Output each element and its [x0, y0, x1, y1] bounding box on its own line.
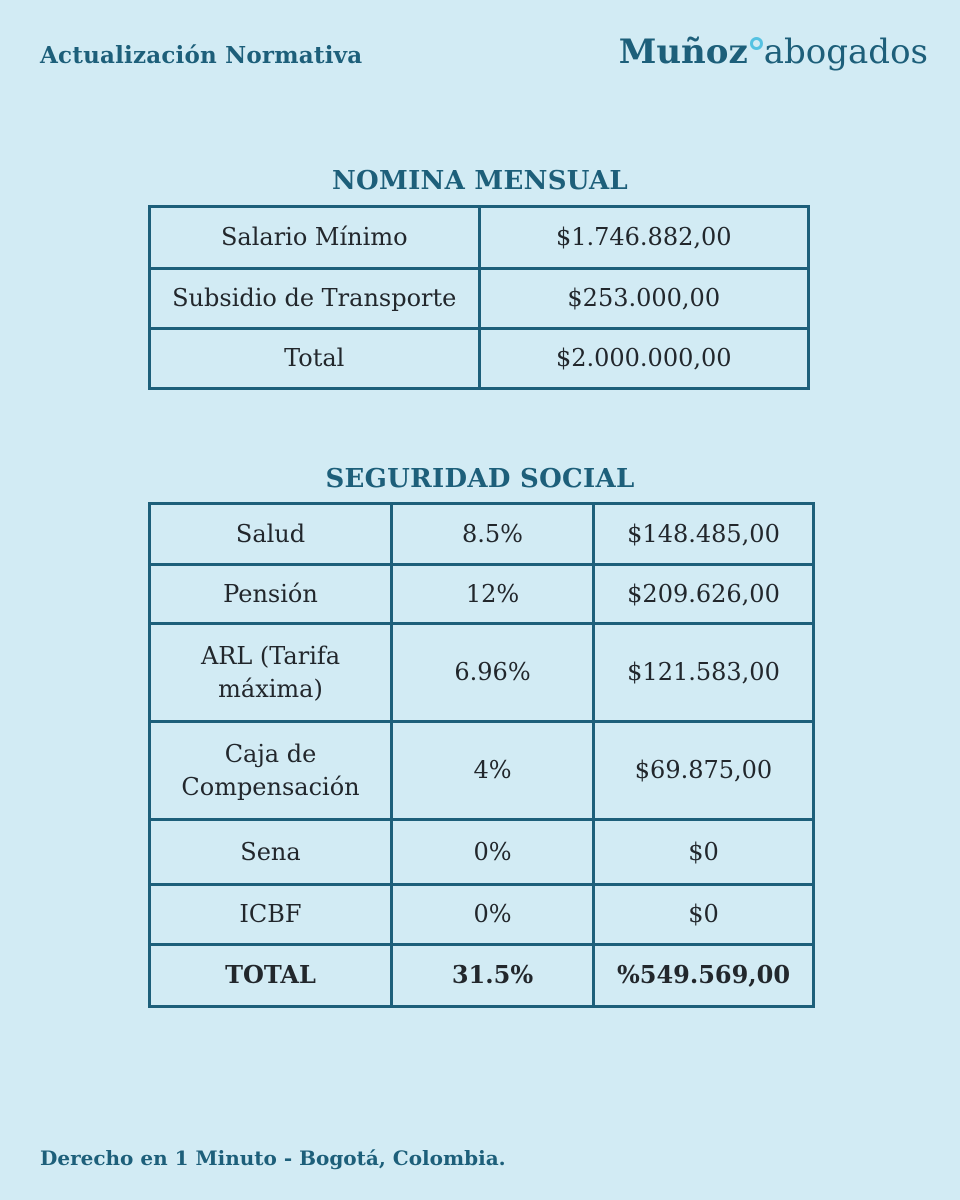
table-row: Salud 8.5% $148.485,00	[148, 502, 815, 566]
row-label-cell: Caja de Compensación	[148, 720, 393, 821]
row-value-cell: $0	[592, 883, 815, 946]
logo-name-primary: Muñoz	[618, 32, 748, 72]
row-label-cell: Subsidio de Transporte	[148, 267, 481, 330]
row-label-cell: Sena	[148, 818, 393, 886]
table-row: Sena 0% $0	[148, 818, 815, 886]
table-total-row: TOTAL 31.5% %549.569,00	[148, 943, 815, 1008]
table-row: ICBF 0% $0	[148, 883, 815, 946]
row-percent-cell: 31.5%	[390, 943, 595, 1008]
row-label-cell: Salud	[148, 502, 393, 566]
row-percent-cell: 12%	[390, 563, 595, 625]
row-percent-cell: 6.96%	[390, 622, 595, 723]
footer-text: Derecho en 1 Minuto - Bogotá, Colombia.	[40, 1146, 506, 1170]
table-row: Subsidio de Transporte $253.000,00	[148, 267, 810, 330]
page-title: Actualización Normativa	[40, 42, 363, 69]
row-percent-cell: 0%	[390, 883, 595, 946]
table-row: ARL (Tarifa máxima) 6.96% $121.583,00	[148, 622, 815, 723]
brand-logo: Muñoz abogados	[618, 32, 928, 72]
table-row: Pensión 12% $209.626,00	[148, 563, 815, 625]
row-value-cell: $0	[592, 818, 815, 886]
row-value-cell: $1.746.882,00	[477, 205, 810, 270]
row-value-cell: $209.626,00	[592, 563, 815, 625]
row-value-cell: $2.000.000,00	[477, 327, 810, 390]
row-label-cell: ICBF	[148, 883, 393, 946]
table-row: Caja de Compensación 4% $69.875,00	[148, 720, 815, 821]
row-value-cell: $148.485,00	[592, 502, 815, 566]
row-percent-cell: 4%	[390, 720, 595, 821]
nomina-table: Salario Mínimo $1.746.882,00 Subsidio de…	[148, 205, 810, 390]
row-value-cell: $69.875,00	[592, 720, 815, 821]
row-label-cell: ARL (Tarifa máxima)	[148, 622, 393, 723]
row-label-cell: TOTAL	[148, 943, 393, 1008]
table-row: Salario Mínimo $1.746.882,00	[148, 205, 810, 270]
row-value-cell: $121.583,00	[592, 622, 815, 723]
seguridad-section-title: SEGURIDAD SOCIAL	[325, 464, 635, 494]
row-label-cell: Pensión	[148, 563, 393, 625]
row-percent-cell: 0%	[390, 818, 595, 886]
row-label-cell: Total	[148, 327, 481, 390]
table-row: Total $2.000.000,00	[148, 327, 810, 390]
row-label-cell: Salario Mínimo	[148, 205, 481, 270]
logo-name-secondary: abogados	[763, 32, 928, 72]
row-value-cell: $253.000,00	[477, 267, 810, 330]
logo-ring-icon	[749, 37, 763, 50]
seguridad-table: Salud 8.5% $148.485,00 Pensión 12% $209.…	[148, 502, 815, 1008]
nomina-section-title: NOMINA MENSUAL	[331, 166, 628, 196]
row-percent-cell: 8.5%	[390, 502, 595, 566]
row-value-cell: %549.569,00	[592, 943, 815, 1008]
